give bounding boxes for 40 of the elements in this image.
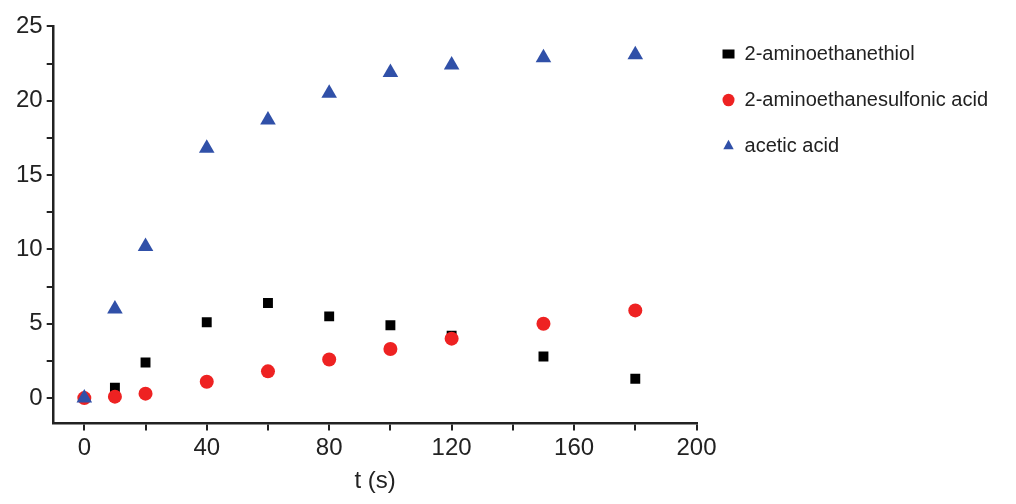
legend-label: acetic acid (744, 133, 840, 156)
point (107, 389, 122, 404)
point (382, 63, 399, 77)
y-tick-label: 10 (15, 234, 43, 262)
point (385, 320, 396, 331)
point (138, 386, 153, 401)
point (324, 311, 335, 322)
point (383, 342, 398, 357)
point (322, 352, 337, 367)
point (628, 303, 643, 318)
point (444, 331, 459, 346)
x-axis-title: t (s) (354, 466, 396, 494)
point (260, 364, 275, 379)
y-tick-label: 25 (15, 11, 43, 39)
point (140, 357, 151, 368)
point (201, 317, 212, 328)
point (137, 237, 154, 251)
point (535, 48, 552, 63)
point (198, 139, 215, 153)
legend-label: 2-aminoethanethiol (744, 41, 915, 64)
point (627, 45, 644, 60)
point (263, 298, 273, 308)
point (107, 299, 123, 314)
x-tick-label: 40 (193, 433, 221, 461)
point (443, 56, 460, 70)
y-tick-label: 0 (29, 382, 43, 410)
y-tick-label: 5 (29, 308, 43, 336)
x-tick-label: 120 (431, 433, 472, 461)
point (260, 111, 276, 125)
x-tick-label: 160 (554, 433, 595, 461)
y-tick-label: 20 (15, 85, 43, 113)
point (536, 316, 551, 331)
point (630, 373, 641, 384)
legend-label: 2-aminoethanesulfonic acid (744, 87, 989, 110)
point (199, 374, 214, 389)
x-tick-label: 0 (77, 433, 91, 461)
x-tick-label: 200 (676, 433, 717, 461)
point (321, 84, 337, 98)
y-tick-label: 15 (15, 159, 43, 187)
x-tick-label: 80 (315, 433, 343, 461)
